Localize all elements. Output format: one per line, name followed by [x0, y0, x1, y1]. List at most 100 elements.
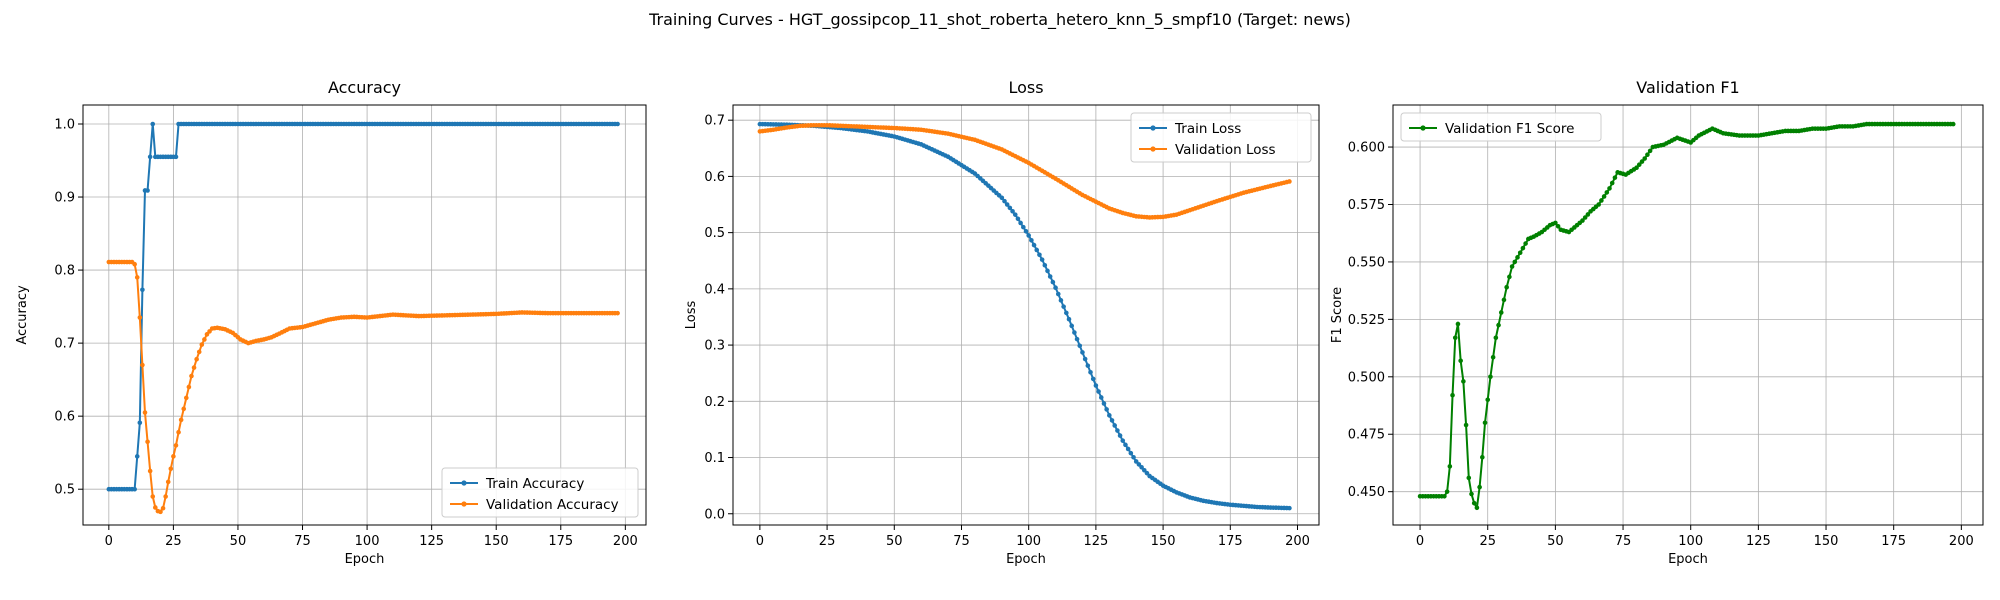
loss-series-1-point: [1287, 179, 1292, 184]
loss-x-tick-label: 75: [953, 534, 970, 549]
accuracy-series-1-point: [160, 505, 166, 511]
loss-series-0-point: [1098, 395, 1104, 400]
loss-series-0-point: [1039, 257, 1045, 262]
f1-series-0-point: [1517, 250, 1523, 256]
accuracy-series-1-point: [145, 439, 150, 445]
accuracy-legend-marker: [461, 480, 467, 486]
accuracy-series-1-point: [158, 509, 163, 515]
f1-series-0-point: [1493, 335, 1499, 341]
f1-series-0-point: [1466, 475, 1472, 481]
accuracy-series-1-point: [165, 479, 171, 485]
loss-series-0-point: [1018, 220, 1023, 226]
f1-series-0-point: [1580, 218, 1585, 223]
loss-series-0-point: [1144, 470, 1150, 476]
loss-series-0-point: [1053, 285, 1058, 291]
accuracy-x-tick-label: 125: [419, 534, 444, 549]
f1-legend-label: Validation F1 Score: [1445, 121, 1574, 137]
f1-series-0-point: [1634, 165, 1639, 171]
accuracy-series-1-markers: [106, 259, 620, 515]
loss-legend-marker: [1150, 125, 1156, 131]
accuracy-axes-frame: [82, 104, 647, 526]
f1-series-0-point: [1488, 374, 1493, 380]
accuracy-series-1-point: [171, 454, 176, 459]
accuracy-x-tick-label: 50: [230, 534, 247, 549]
accuracy-series-1-point: [140, 362, 145, 368]
loss-y-tick-label: 0.1: [704, 451, 725, 466]
accuracy-legend-label: Train Accuracy: [485, 476, 584, 492]
loss-series-0-point: [1074, 336, 1080, 342]
f1-series-0-point: [1950, 121, 1956, 127]
accuracy-series-1-point: [184, 395, 189, 401]
loss-y-axis-label: Loss: [684, 301, 699, 330]
accuracy-x-tick-label: 0: [105, 534, 113, 549]
loss-series-0-point: [1002, 198, 1007, 204]
loss-legend-box: [1130, 112, 1312, 163]
accuracy-series-1-point: [147, 468, 153, 474]
f1-y-tick-label: 0.550: [1348, 255, 1385, 270]
loss-x-tick-label: 25: [819, 534, 836, 549]
f1-series-0-point: [1512, 259, 1518, 265]
accuracy-series-1-point: [137, 315, 143, 320]
f1-series-0-point: [1515, 255, 1520, 260]
loss-series-0-point: [1029, 237, 1034, 243]
loss-y-tick-label: 0.0: [704, 507, 725, 522]
f1-x-tick-label: 175: [1881, 534, 1906, 549]
f1-series-0-point: [1553, 220, 1558, 226]
loss-series-0-point: [1136, 462, 1142, 467]
accuracy-x-tick-label: 150: [484, 534, 509, 549]
loss-series-0-point: [1109, 418, 1115, 423]
accuracy-series-1-point: [153, 505, 158, 510]
loss-series-0-point: [999, 195, 1005, 201]
loss-series-0-point: [1034, 247, 1040, 253]
loss-series-0-point: [1026, 233, 1031, 238]
loss-series-0-point: [1085, 363, 1091, 368]
accuracy-x-tick-label: 200: [613, 534, 638, 549]
f1-series-0-point: [1450, 392, 1455, 398]
loss-x-tick-label: 200: [1285, 534, 1310, 549]
f1-legend-marker: [1420, 125, 1426, 131]
loss-series-0-point: [1123, 442, 1128, 448]
accuracy-series-0-point: [615, 121, 620, 127]
loss-series-0-point: [1061, 304, 1066, 309]
loss-series-0-point: [1141, 467, 1147, 473]
loss-series-0-point: [1042, 262, 1048, 268]
accuracy-x-tick-label: 25: [165, 534, 182, 549]
f1-x-tick-label: 150: [1814, 534, 1839, 549]
f1-x-axis-label: Epoch: [1668, 552, 1708, 567]
f1-series-0-point: [1555, 224, 1561, 229]
f1-series-0-point: [1461, 379, 1466, 384]
accuracy-series-1-point: [181, 406, 187, 412]
loss-legend: Train Loss Validation Loss: [1130, 112, 1312, 163]
loss-series-0-point: [1093, 383, 1099, 388]
accuracy-series-1-point: [173, 443, 179, 448]
f1-series-0-point: [1612, 175, 1618, 180]
loss-x-axis-label: Epoch: [1006, 552, 1046, 567]
f1-panel: Validation F1 Epoch F1 Score 0 25 50 75 100 1…: [1330, 78, 1984, 567]
accuracy-series-1-point: [142, 410, 148, 415]
loss-y-tick-label: 0.6: [704, 170, 725, 185]
accuracy-x-tick-label: 175: [548, 534, 573, 549]
f1-series-0-point: [1636, 162, 1642, 167]
f1-series-0-point: [1477, 484, 1482, 490]
f1-x-tick-label: 0: [1416, 534, 1424, 549]
f1-series-0-point: [1490, 354, 1496, 360]
loss-series-0-point: [1066, 316, 1072, 322]
figure-title: Training Curves - HGT_gossipcop_11_shot_…: [648, 10, 1351, 30]
loss-series-0-point: [1139, 465, 1144, 470]
loss-series-0-point: [1101, 401, 1107, 406]
f1-series-0-point: [1496, 322, 1501, 328]
f1-legend-box: [1400, 112, 1602, 142]
loss-x-tick-label: 0: [756, 534, 764, 549]
loss-x-tick-label: 100: [1016, 534, 1041, 549]
accuracy-series-1-point: [178, 417, 184, 423]
f1-series-0-point: [1507, 274, 1512, 280]
loss-series-0-point: [1069, 323, 1074, 329]
loss-y-tick-label: 0.3: [704, 339, 725, 354]
loss-series-0-point: [1128, 450, 1134, 456]
loss-series-0-point: [1107, 413, 1112, 418]
f1-series-0-point: [1509, 264, 1515, 269]
accuracy-series-0-point: [134, 454, 140, 459]
loss-series-0-point: [1012, 212, 1018, 217]
